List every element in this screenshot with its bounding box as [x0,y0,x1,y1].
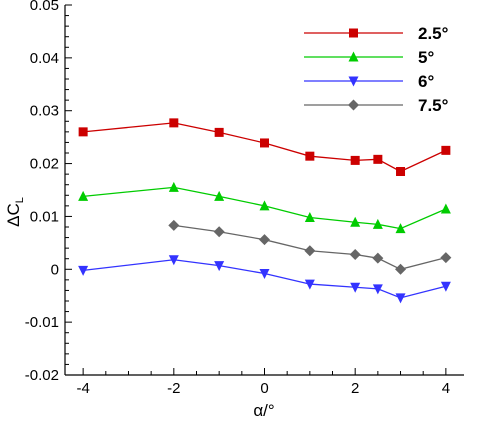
data-point [395,223,406,234]
data-point [350,155,360,165]
legend-label: 5° [418,48,434,67]
y-axis-title-sub: L [14,197,26,203]
data-point [78,265,89,276]
series-4 [168,219,452,275]
data-point [440,281,451,292]
legend: 2.5° 5° 6° 7.5° [304,24,449,115]
data-point [168,219,180,231]
data-point [213,226,225,238]
series-layer [78,118,452,304]
data-point [372,252,384,264]
data-point [304,245,316,257]
y-tick-label: 0.05 [30,0,59,14]
data-point [350,282,361,293]
data-point [440,252,452,264]
legend-entry: 2.5° [304,24,449,43]
x-axis: -4 -2 0 2 4 [76,368,450,397]
data-point [214,127,224,137]
data-point [395,263,407,275]
data-point [214,190,225,201]
data-point [304,279,315,290]
plot-frame [64,5,464,376]
y-tick-label: 0.01 [30,208,59,225]
data-point [168,255,179,266]
series-3 [78,255,451,304]
legend-marker [348,76,359,87]
data-point [304,211,315,222]
x-axis-title-text: α/° [253,401,274,420]
legend-label: 7.5° [418,96,449,115]
y-axis-title: ΔCL [4,197,26,227]
data-point [168,181,179,192]
data-point [350,216,361,227]
data-point [259,269,270,280]
y-tick-label: -0.02 [25,367,59,384]
legend-entry: 7.5° [304,96,449,115]
x-tick-label: -2 [167,380,180,397]
x-tick-label: 2 [351,380,359,397]
y-tick-label: 0.04 [30,50,59,67]
legend-marker [349,28,358,38]
legend-label: 2.5° [418,24,449,43]
legend-entry: 5° [304,48,434,67]
data-point [169,118,179,128]
y-axis-title-main: ΔC [4,203,23,227]
data-point [372,218,383,229]
x-axis-title: α/° [253,401,274,420]
y-tick-label: 0.03 [30,103,59,120]
x-tick-label: -4 [76,380,89,397]
legend-label: 6° [418,72,434,91]
data-point [78,127,88,137]
series-line [173,224,447,270]
data-point [441,145,451,155]
data-point [440,203,451,214]
series-2 [78,181,451,234]
y-tick-label: 0.02 [30,156,59,173]
data-point [373,154,383,164]
data-point [78,190,89,201]
series-1 [78,118,451,176]
data-point [395,293,406,304]
y-tick-label: -0.01 [25,314,59,331]
data-point [305,151,315,161]
legend-marker [348,51,359,62]
x-tick-label: 4 [442,380,450,397]
data-point [259,200,270,211]
data-point [259,234,270,246]
data-point [349,248,361,260]
y-axis: -0.02 -0.01 0 0.01 0.02 0.03 0.04 0.05 [25,0,72,384]
data-point [260,138,269,148]
data-point [372,284,383,295]
y-tick-label: 0 [51,261,59,278]
legend-entry: 6° [304,72,434,91]
legend-marker [348,99,359,111]
data-point [396,167,406,176]
data-point [214,261,225,272]
x-tick-label: 0 [260,380,268,397]
